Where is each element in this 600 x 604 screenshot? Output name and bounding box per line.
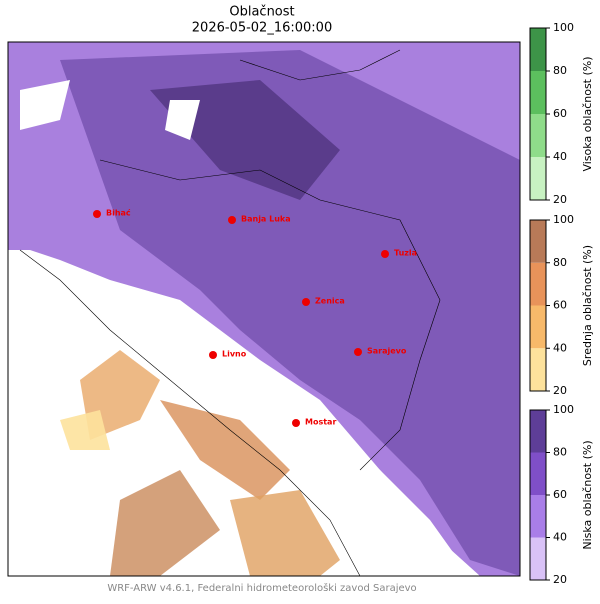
colorbar-band — [530, 157, 546, 200]
city-dot — [228, 216, 236, 224]
colorbar-tick-label: 40 — [553, 341, 567, 354]
city-label: Zenica — [315, 297, 345, 306]
colorbar-label: Niska oblačnost (%) — [581, 440, 594, 549]
colorbar-tick-label: 80 — [553, 256, 567, 269]
colorbar-band — [530, 410, 546, 453]
colorbar-band — [530, 114, 546, 157]
city-label: Tuzla — [394, 249, 417, 258]
colorbar-band — [530, 537, 546, 580]
colorbar-tick-label: 60 — [553, 107, 567, 120]
colorbar-band — [530, 348, 546, 391]
colorbar-tick-label: 100 — [553, 213, 574, 226]
colorbars: 20 40 60 80 100 Visoka oblačnost (%) 20 40 60 80 1… — [529, 21, 594, 586]
colorbar-tick-label: 100 — [553, 21, 574, 34]
colorbar-band — [530, 71, 546, 114]
colorbar-tick-label: 40 — [553, 150, 567, 163]
colorbar-tick-label: 20 — [553, 573, 567, 586]
city-dot — [381, 250, 389, 258]
colorbar-band — [530, 495, 546, 538]
city-label: Livno — [222, 350, 247, 359]
colorbar-label: Srednja oblačnost (%) — [581, 245, 594, 366]
colorbar-band — [530, 220, 546, 263]
colorbar-tick-label: 100 — [553, 403, 574, 416]
city-dot — [209, 351, 217, 359]
map — [7, 41, 521, 577]
city-dot — [93, 210, 101, 218]
city-label: Mostar — [305, 418, 336, 427]
cities: Bihać Banja Luka Tuzla Zenica Livno Sarajevo M… — [93, 208, 417, 427]
colorbar-band — [530, 262, 546, 306]
city-dot — [292, 419, 300, 427]
city-label: Banja Luka — [241, 215, 291, 224]
subtitle: 2026-05-02_16:00:00 — [192, 21, 332, 36]
colorbar-tick-label: 40 — [553, 531, 567, 544]
city-dot — [354, 348, 362, 356]
title: Oblačnost — [229, 5, 294, 20]
colorbar-tick-label: 80 — [553, 64, 567, 77]
city-dot — [302, 298, 310, 306]
colorbar-tick-label: 20 — [553, 384, 567, 397]
colorbar-tick-label: 80 — [553, 446, 567, 459]
colorbar-band — [530, 452, 546, 495]
colorbar-label: Visoka oblačnost (%) — [581, 56, 594, 171]
colorbar-tick-label: 60 — [553, 299, 567, 312]
footer: WRF-ARW v4.6.1, Federalni hidrometeorolo… — [107, 582, 416, 594]
colorbar-tick-label: 20 — [553, 193, 567, 206]
colorbar-band — [530, 28, 546, 71]
city-label: Sarajevo — [367, 347, 407, 356]
city-label: Bihać — [106, 208, 131, 218]
colorbar-band — [530, 305, 546, 349]
colorbar-tick-label: 60 — [553, 488, 567, 501]
